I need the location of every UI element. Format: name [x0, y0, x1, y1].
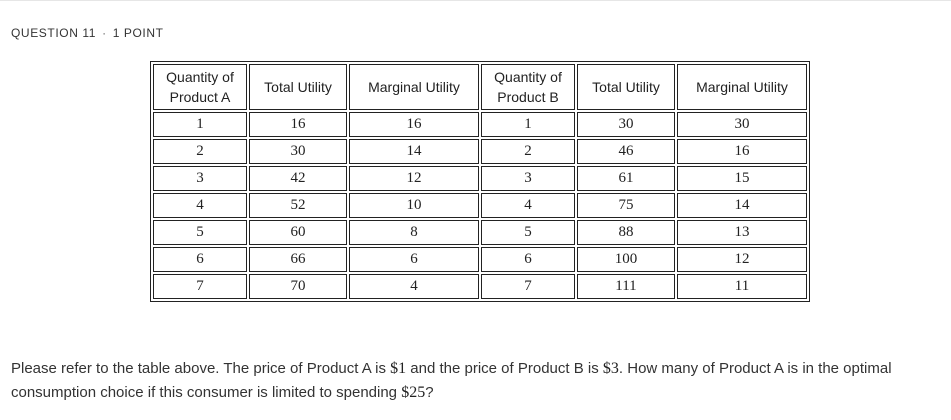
header-line: Product B: [497, 89, 559, 105]
table-cell: 60: [249, 220, 347, 245]
table-cell: 1: [481, 112, 575, 137]
table-cell: 16: [349, 112, 479, 137]
table-row: 6 66 6 6 100 12: [153, 247, 807, 272]
header-line: Marginal Utility: [368, 79, 460, 95]
header-marginal-utility-b: Marginal Utility: [677, 64, 807, 110]
table-row: 3 42 12 3 61 15: [153, 166, 807, 191]
header-quantity-a: Quantity of Product A: [153, 64, 247, 110]
question-prompt: Please refer to the table above. The pri…: [11, 357, 936, 405]
table-cell: 52: [249, 193, 347, 218]
table-cell: 30: [249, 139, 347, 164]
table-cell: 8: [349, 220, 479, 245]
table-cell: 6: [481, 247, 575, 272]
table-row: 2 30 14 2 46 16: [153, 139, 807, 164]
table-header-row: Quantity of Product A Total Utility Margi…: [153, 64, 807, 110]
header-total-utility-a: Total Utility: [249, 64, 347, 110]
table-cell: 2: [153, 139, 247, 164]
table-cell: 16: [677, 139, 807, 164]
table-cell: 7: [481, 274, 575, 299]
utility-table: Quantity of Product A Total Utility Margi…: [150, 61, 810, 302]
table-cell: 15: [677, 166, 807, 191]
header-line: Marginal Utility: [696, 79, 788, 95]
table-cell: 100: [577, 247, 675, 272]
question-number: QUESTION 11: [11, 26, 97, 40]
header-total-utility-b: Total Utility: [577, 64, 675, 110]
table-cell: 2: [481, 139, 575, 164]
prompt-text: . How many of Product A is in the optima…: [11, 360, 892, 401]
table-cell: 66: [249, 247, 347, 272]
table-cell: 75: [577, 193, 675, 218]
table-cell: 10: [349, 193, 479, 218]
table-cell: 4: [153, 193, 247, 218]
table-cell: 61: [577, 166, 675, 191]
header-separator: ·: [102, 26, 107, 40]
table-cell: 88: [577, 220, 675, 245]
table-cell: 6: [349, 247, 479, 272]
table-cell: 16: [249, 112, 347, 137]
header-quantity-b: Quantity of Product B: [481, 64, 575, 110]
prompt-text: Please refer to the table above. The pri…: [11, 360, 391, 377]
table-cell: 111: [577, 274, 675, 299]
table-cell: 42: [249, 166, 347, 191]
header-line: Quantity of: [494, 69, 562, 85]
table-cell: 4: [481, 193, 575, 218]
prompt-text: and the price of Product B is: [406, 360, 603, 377]
table-cell: 6: [153, 247, 247, 272]
table-row: 1 16 16 1 30 30: [153, 112, 807, 137]
table-row: 4 52 10 4 75 14: [153, 193, 807, 218]
table-cell: 30: [677, 112, 807, 137]
price-b-value: $3: [602, 360, 619, 377]
table-cell: 4: [349, 274, 479, 299]
table-cell: 1: [153, 112, 247, 137]
header-line: Product A: [169, 89, 231, 105]
header-line: Total Utility: [264, 79, 332, 95]
table-cell: 70: [249, 274, 347, 299]
table-cell: 3: [481, 166, 575, 191]
table-cell: 30: [577, 112, 675, 137]
table-row: 5 60 8 5 88 13: [153, 220, 807, 245]
table-cell: 12: [349, 166, 479, 191]
budget-value: $25: [401, 384, 426, 401]
table-cell: 12: [677, 247, 807, 272]
table-row: 7 70 4 7 111 11: [153, 274, 807, 299]
table-cell: 5: [481, 220, 575, 245]
header-line: Total Utility: [592, 79, 660, 95]
table-cell: 11: [677, 274, 807, 299]
header-line: Quantity of: [166, 69, 234, 85]
question-header: QUESTION 11 · 1 POINT: [11, 26, 164, 40]
header-marginal-utility-a: Marginal Utility: [349, 64, 479, 110]
utility-table-container: Quantity of Product A Total Utility Margi…: [150, 61, 810, 302]
table-cell: 7: [153, 274, 247, 299]
table-cell: 13: [677, 220, 807, 245]
table-cell: 46: [577, 139, 675, 164]
table-cell: 14: [349, 139, 479, 164]
table-cell: 14: [677, 193, 807, 218]
top-divider: [0, 0, 951, 1]
table-cell: 5: [153, 220, 247, 245]
prompt-text: ?: [425, 384, 434, 401]
question-points: 1 POINT: [112, 26, 164, 40]
price-a-value: $1: [390, 360, 407, 377]
table-cell: 3: [153, 166, 247, 191]
